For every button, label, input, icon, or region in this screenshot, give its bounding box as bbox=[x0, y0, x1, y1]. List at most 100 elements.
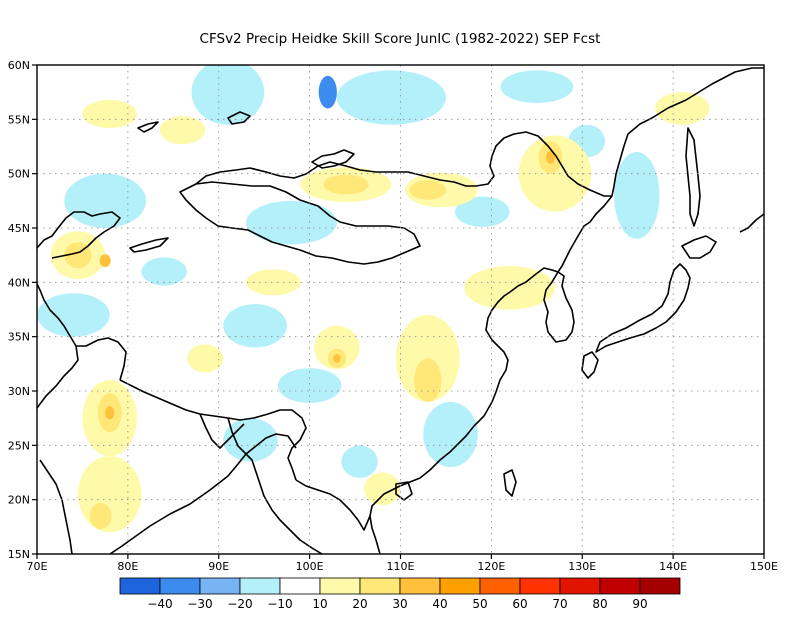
skill-patch-49 bbox=[333, 354, 341, 363]
coastline-balkhash bbox=[129, 237, 169, 253]
skill-patch-38 bbox=[323, 174, 369, 195]
coastline-india-west bbox=[39, 459, 73, 554]
colorbar-swatch bbox=[239, 577, 281, 595]
skill-patch-11 bbox=[246, 200, 337, 245]
latitude-axis: 15N 20N 25N 30N 35N 40N 45N 50N 55N 60N bbox=[8, 59, 37, 561]
colorbar-swatch bbox=[199, 577, 241, 595]
colorbar-label: 60 bbox=[512, 597, 527, 611]
x-tick-label: 100E bbox=[296, 560, 324, 573]
longitude-axis: 70E 80E 90E 100E 110E 120E 130E 140E 150E bbox=[27, 554, 778, 573]
skill-patch-19 bbox=[455, 196, 510, 227]
skill-patch-10 bbox=[500, 70, 574, 104]
colorbar-label: −40 bbox=[147, 597, 172, 611]
skill-patch-48 bbox=[105, 406, 115, 420]
coastline-india bbox=[37, 283, 79, 409]
colorbar-label: −30 bbox=[187, 597, 212, 611]
skill-patch-17 bbox=[223, 418, 278, 462]
colorbar-swatch bbox=[519, 577, 561, 595]
coastline-taiwan bbox=[503, 469, 517, 497]
colorbar-swatch bbox=[399, 577, 441, 595]
colorbar-swatch bbox=[319, 577, 361, 595]
x-tick-label: 150E bbox=[750, 560, 778, 573]
border-china-north bbox=[179, 181, 421, 265]
border-myanmar bbox=[227, 417, 297, 455]
skill-patch-37 bbox=[654, 92, 710, 125]
border-mongolia-north bbox=[195, 131, 612, 197]
skill-patch-29 bbox=[395, 314, 460, 402]
x-tick-label: 120E bbox=[477, 560, 505, 573]
border-tibet bbox=[119, 379, 307, 481]
skill-patch-43 bbox=[414, 358, 442, 402]
colorbar-label: 20 bbox=[352, 597, 367, 611]
map-title: CFSv2 Precip Heidke Skill Score JunIC (1… bbox=[200, 31, 601, 47]
skill-patch-20 bbox=[341, 445, 378, 478]
skill-patch-46 bbox=[545, 150, 555, 164]
coastline-north-russia bbox=[137, 121, 159, 133]
skill-patch-25 bbox=[518, 135, 592, 212]
colorbar-label: 80 bbox=[592, 597, 607, 611]
graticule bbox=[37, 65, 764, 554]
skill-patch-9 bbox=[336, 70, 446, 125]
colorbar-label: −10 bbox=[267, 597, 292, 611]
skill-patch-18 bbox=[614, 151, 660, 239]
skill-patch-34 bbox=[82, 99, 137, 129]
colorbar-swatch bbox=[439, 577, 481, 595]
colorbar-label: 70 bbox=[552, 597, 567, 611]
coastline-japan-kyushu bbox=[581, 351, 599, 379]
skill-patch-32 bbox=[186, 344, 224, 373]
skill-patch-12 bbox=[64, 173, 147, 228]
colorbar-label: −20 bbox=[227, 597, 252, 611]
coastline-caspian-aral bbox=[37, 211, 121, 259]
colorbar-swatch bbox=[159, 577, 201, 595]
skill-patch-3 bbox=[318, 75, 337, 109]
coastline-sakhalin bbox=[685, 127, 701, 227]
skill-patch-36 bbox=[246, 269, 301, 296]
skill-patch-16 bbox=[423, 401, 478, 468]
colorbar-swatch bbox=[119, 577, 161, 595]
y-tick-label: 55N bbox=[8, 113, 30, 126]
border-india-china-east bbox=[199, 413, 245, 449]
y-tick-label: 50N bbox=[8, 168, 30, 181]
colorbar-swatch bbox=[279, 577, 321, 595]
skill-patch-39 bbox=[409, 180, 446, 200]
x-tick-label: 140E bbox=[659, 560, 687, 573]
skill-patch-33 bbox=[159, 116, 206, 145]
coastline-korea bbox=[543, 271, 575, 343]
colorbar-swatch bbox=[479, 577, 521, 595]
x-tick-label: 130E bbox=[568, 560, 596, 573]
skill-field bbox=[37, 65, 710, 533]
skill-patch-21 bbox=[141, 257, 187, 286]
skill-patch-47 bbox=[99, 254, 111, 268]
colorbar-swatch bbox=[359, 577, 401, 595]
y-tick-label: 20N bbox=[8, 494, 30, 507]
y-tick-label: 45N bbox=[8, 222, 30, 235]
y-tick-label: 15N bbox=[8, 548, 30, 561]
x-tick-label: 80E bbox=[117, 560, 138, 573]
coastline-bay-of-bengal bbox=[109, 453, 323, 554]
skill-patch-8 bbox=[191, 65, 265, 125]
skill-patch-45 bbox=[89, 502, 112, 530]
colorbar-label: 90 bbox=[632, 597, 647, 611]
colorbar-swatch bbox=[599, 577, 641, 595]
y-tick-label: 30N bbox=[8, 385, 30, 398]
coastline-hokkaido bbox=[681, 235, 717, 259]
x-tick-label: 90E bbox=[208, 560, 229, 573]
coastline-lake-baikal bbox=[311, 149, 355, 169]
y-tick-label: 60N bbox=[8, 59, 30, 72]
coastline-kamchatka bbox=[739, 213, 764, 233]
colorbar-swatch bbox=[559, 577, 601, 595]
y-tick-label: 35N bbox=[8, 331, 30, 344]
skill-patch-30 bbox=[464, 266, 555, 310]
skill-patch-15 bbox=[277, 368, 342, 403]
x-tick-label: 70E bbox=[27, 560, 48, 573]
colorbar-label: 10 bbox=[312, 597, 327, 611]
colorbar-label: 50 bbox=[472, 597, 487, 611]
coastline-asia-mainland bbox=[369, 67, 764, 554]
x-tick-label: 110E bbox=[387, 560, 415, 573]
colorbar-label: 40 bbox=[432, 597, 447, 611]
border-vietnam bbox=[295, 479, 371, 531]
coastline-japan-honshu bbox=[595, 263, 691, 353]
coastline-hainan bbox=[395, 481, 413, 501]
